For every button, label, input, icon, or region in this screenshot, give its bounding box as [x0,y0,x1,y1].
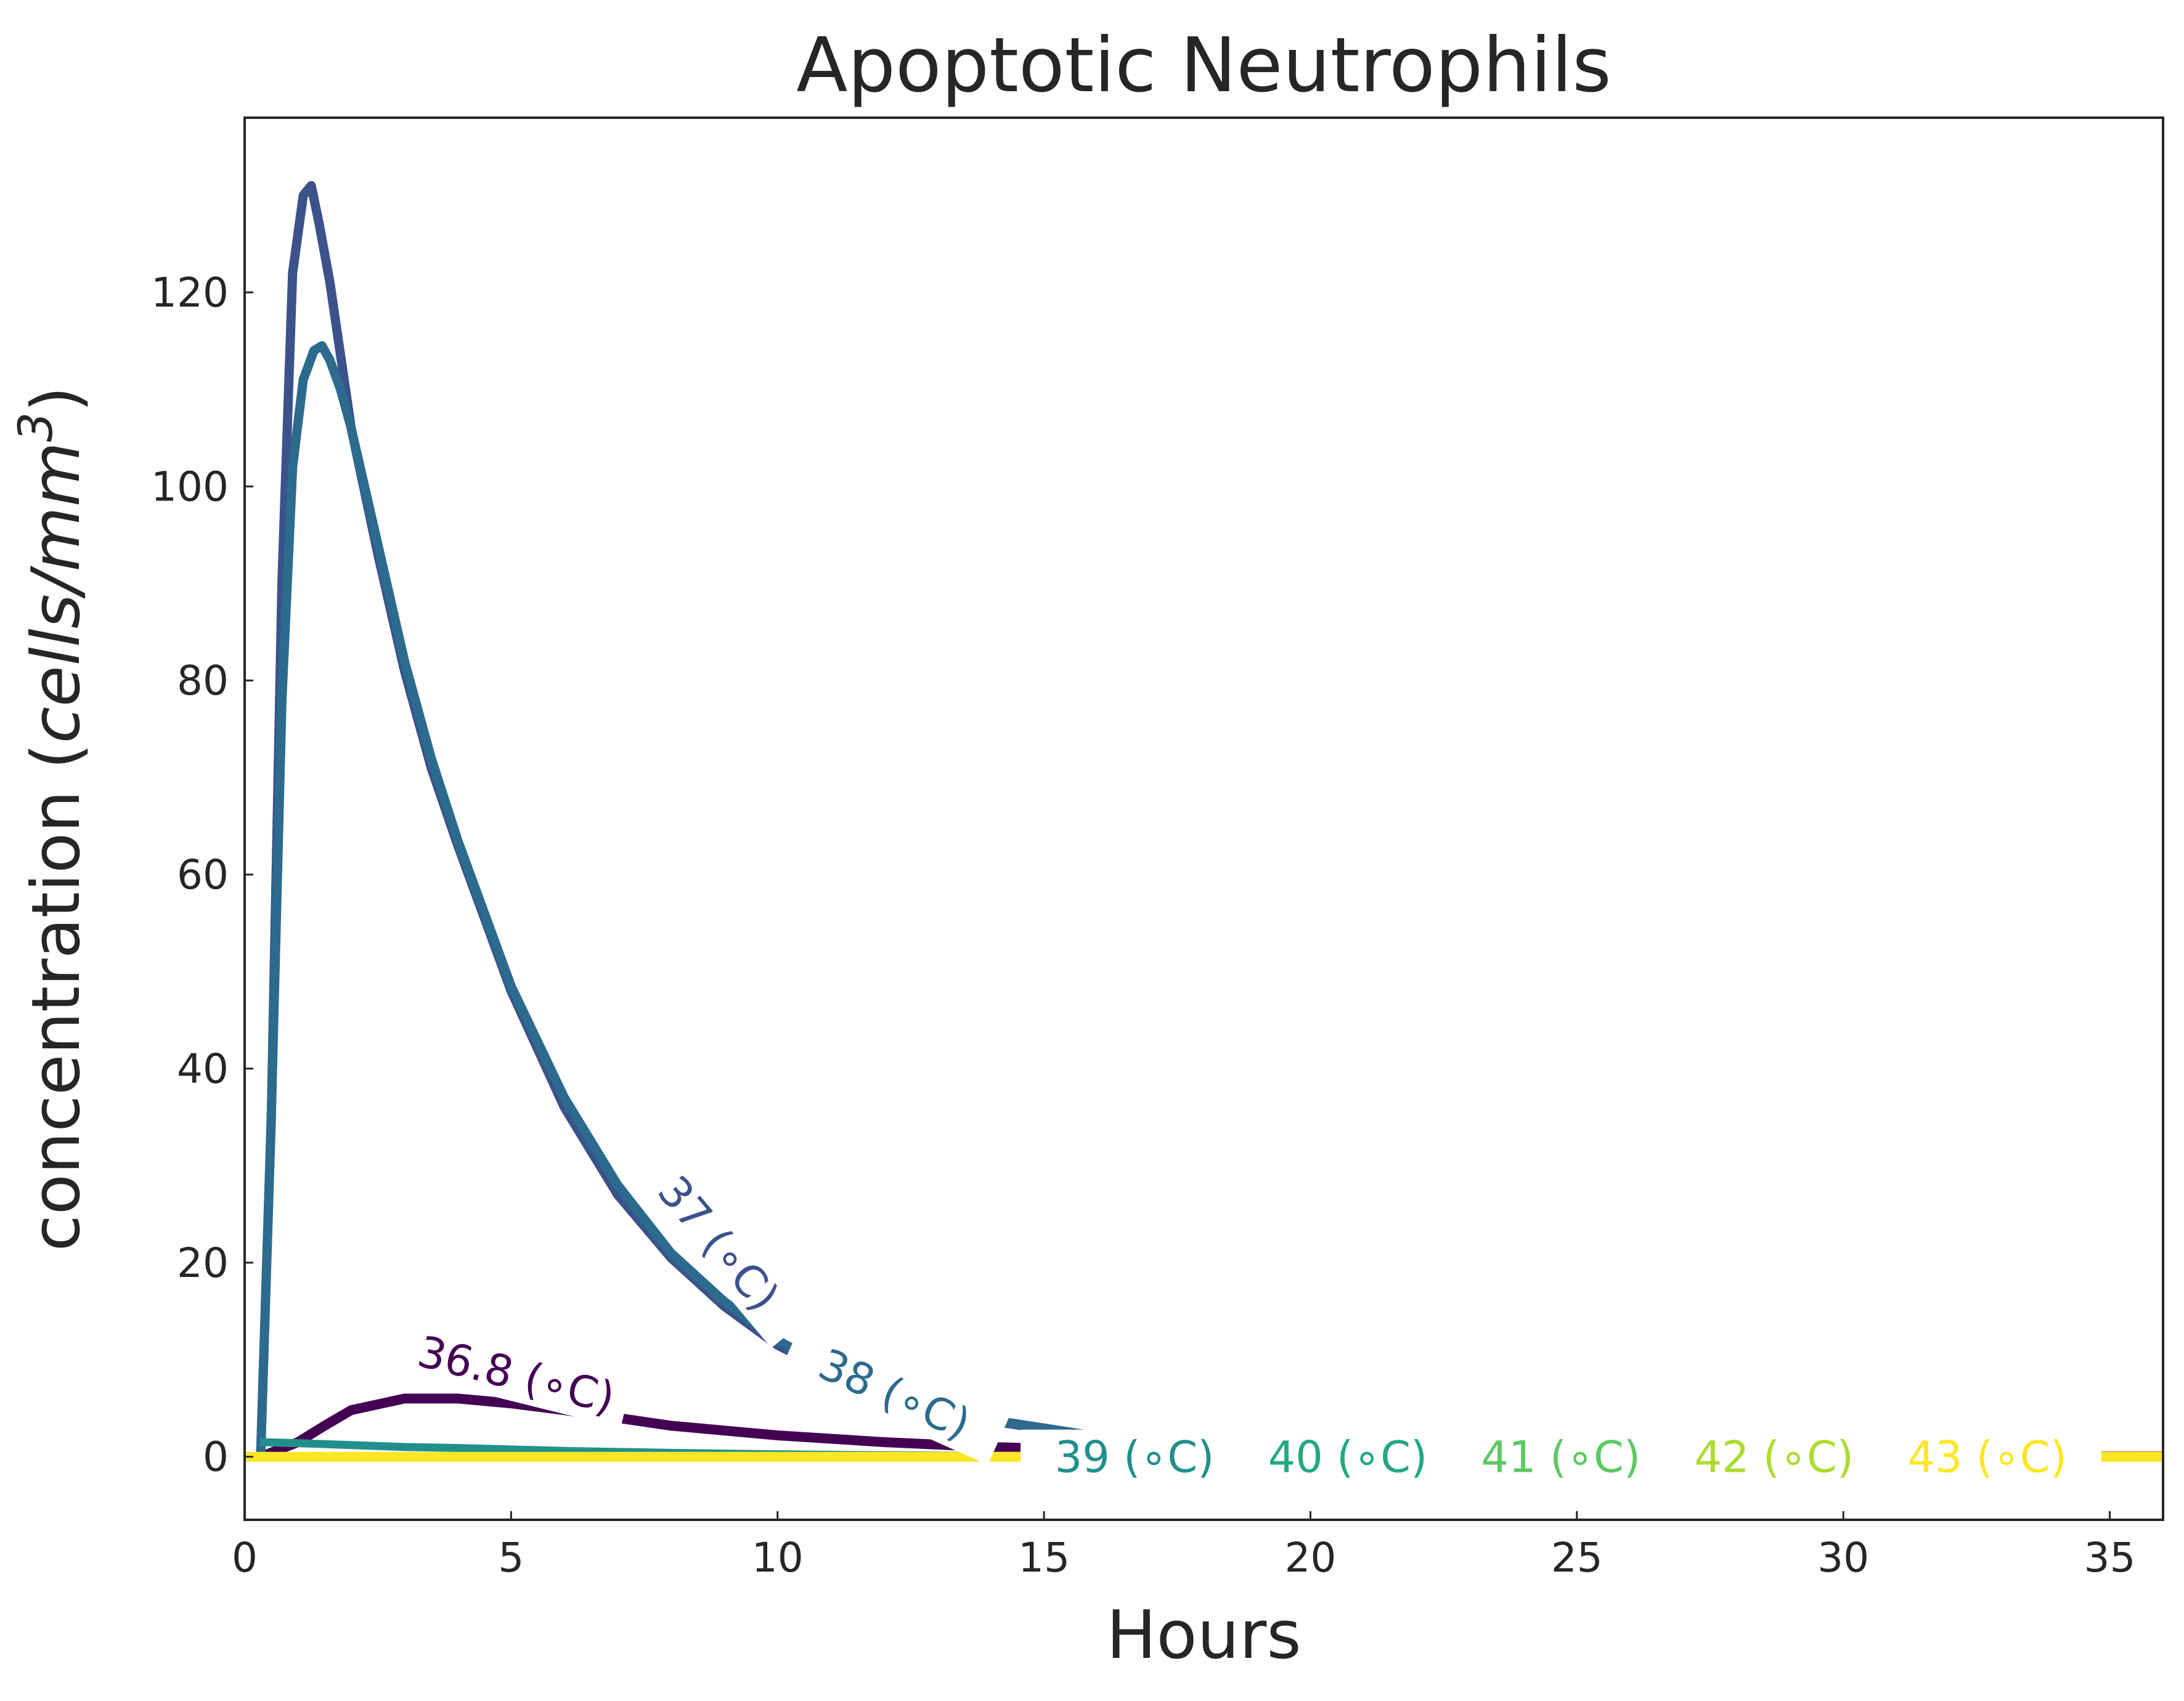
curve-label: 40 (∘C) [1233,1429,1462,1484]
y-axis-label-close: ) [18,386,95,412]
chart-title: Apoptotic Neutrophils [796,22,1612,109]
x-tick-label: 25 [1551,1534,1603,1581]
y-axis-label-sup: 3 [8,412,63,442]
y-tick-label: 40 [177,1045,229,1093]
y-axis-label: concentration (cells/mm3) [8,386,96,1252]
x-axis-ticks: 0 5 10 15 20 25 30 35 [232,1511,2136,1581]
y-axis-label-plain: concentration ( [18,743,95,1251]
y-axis-ticks: 0 20 40 60 80 100 120 [151,269,253,1481]
curve-label-background [399,1320,634,1429]
curve-label-background [1233,1429,1462,1484]
curve-label-text: 42 (∘C) [1694,1432,1854,1483]
y-tick-label: 80 [177,657,229,704]
plot-area: 36.8 (∘C)37 (∘C)38 (∘C)39 (∘C) 40 (∘C) 41 … [151,116,2164,1581]
y-tick-label: 0 [203,1434,229,1481]
curve-label-background [1446,1429,1675,1484]
x-tick-label: 0 [232,1534,258,1581]
curve-label-background [624,1138,813,1348]
x-tick-label: 5 [498,1534,524,1581]
curve-label-text: 39 (∘C) [1055,1432,1215,1483]
y-axis-label-italic: cells/mm [18,442,95,743]
curve-label: 39 (∘C) [1021,1429,1249,1484]
curve-label: 43 (∘C) [1873,1429,2101,1484]
x-tick-label: 30 [1817,1534,1869,1581]
curve-label-background [1021,1429,1249,1484]
x-tick-label: 15 [1018,1534,1070,1581]
curve-label-background [780,1322,1010,1465]
y-tick-label: 100 [151,463,229,510]
y-tick-label: 20 [177,1239,229,1287]
x-tick-label: 20 [1284,1534,1336,1581]
curve-label-text: 41 (∘C) [1481,1432,1641,1483]
plot-frame [243,116,2164,1521]
curve-label: 42 (∘C) [1660,1429,1888,1484]
y-tick-label: 120 [151,269,229,316]
curve-label: 41 (∘C) [1446,1429,1675,1484]
x-tick-label: 10 [752,1534,804,1581]
curve-label-background [1660,1429,1888,1484]
curve-label-text: 40 (∘C) [1268,1432,1428,1483]
curve-label-background [1873,1429,2101,1484]
x-axis-label: Hours [1106,1597,1301,1674]
y-tick-label: 60 [177,851,229,899]
curve-label-text: 43 (∘C) [1907,1432,2067,1483]
x-tick-label: 35 [2084,1534,2136,1581]
